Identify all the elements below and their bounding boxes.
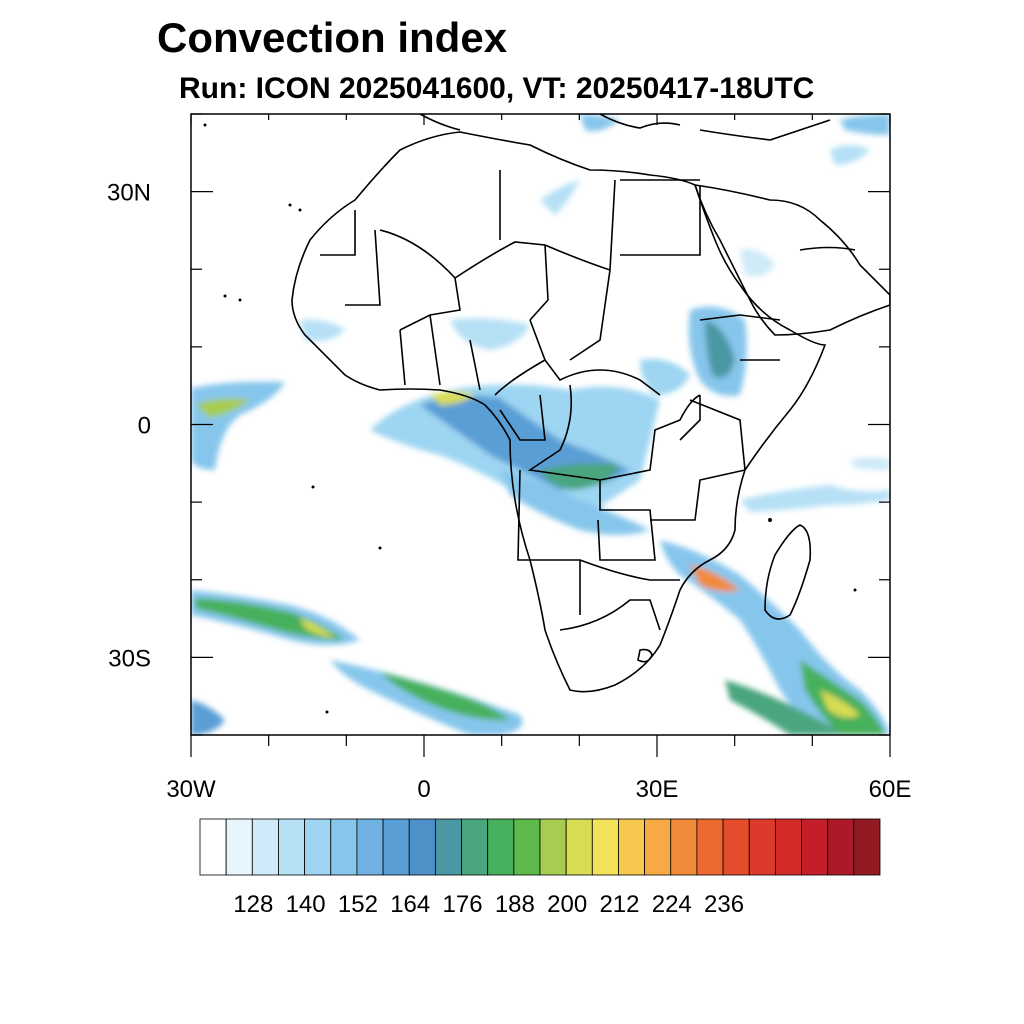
colorbar-swatch [225,818,253,876]
lat-tick-label: 30N [107,180,151,207]
lat-tick-label: 30S [108,645,151,672]
colorbar-label: 188 [495,891,535,918]
lon-tick-label: 0 [417,776,430,803]
colorbar-swatch [722,818,750,876]
lat-tick-label: 0 [138,413,151,440]
country-borders [291,114,890,693]
colorbar-swatch [199,818,227,876]
lon-tick-label: 30W [166,776,216,803]
colorbar-swatch [304,818,332,876]
run-subtitle: Run: ICON 2025041600, VT: 20250417-18UTC [179,72,815,105]
colorbar-label: 212 [599,891,639,918]
islands [203,123,857,714]
colorbar-swatch [801,818,829,876]
colorbar-label: 164 [390,891,430,918]
lon-tick-label: 60E [869,776,912,803]
colorbar-swatch [853,818,881,876]
colorbar-swatch [670,818,698,876]
colorbar-label: 128 [233,891,273,918]
colorbar-label: 200 [547,891,587,918]
colorbar-swatch [774,818,802,876]
colorbar-swatch [251,818,279,876]
lon-tick-label: 30E [636,776,679,803]
colorbar-swatch [434,818,462,876]
colorbar-swatch [539,818,567,876]
colorbar-swatch [696,818,724,876]
colorbar-labels: 128 140 152 164 176 188 200 212 224 236 [233,891,744,918]
colorbar-label: 176 [443,891,483,918]
colorbar-swatch [487,818,515,876]
colorbar-swatch [748,818,776,876]
colorbar-swatch [408,818,436,876]
colorbar-swatch [278,818,306,876]
colorbar-swatch [618,818,646,876]
colorbar-swatch [644,818,672,876]
colorbar-swatch [513,818,541,876]
plot-frame [190,113,891,736]
colorbar-label: 236 [704,891,744,918]
colorbar-label: 140 [286,891,326,918]
colorbar-swatch [827,818,855,876]
colorbar-swatch [591,818,619,876]
colorbar-swatch [565,818,593,876]
colorbar-label: 224 [652,891,692,918]
colorbar-swatch [461,818,489,876]
colorbar [199,818,881,876]
colorbar-label: 152 [338,891,378,918]
colorbar-swatch [356,818,384,876]
axis-tick-labels: 30N 0 30S 30W 0 30E 60E [107,180,911,803]
axis-ticks [190,113,891,757]
colorbar-swatch [330,818,358,876]
map-title: Convection index [157,14,508,61]
colorbar-swatch [382,818,410,876]
